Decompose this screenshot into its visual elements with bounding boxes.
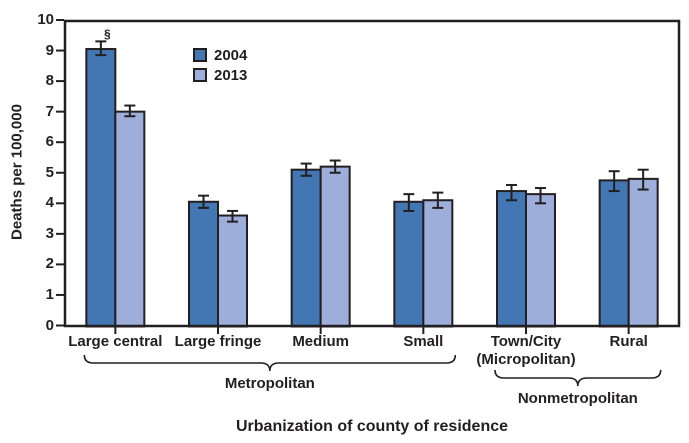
- bar-2004-category-3[interactable]: [393, 200, 425, 328]
- bar-2004-category-1[interactable]: [188, 200, 219, 328]
- category-label: Town/City (Micropolitan): [476, 333, 576, 368]
- legend-swatch-2004: [193, 48, 207, 62]
- legend: 2004 2013: [193, 45, 247, 85]
- category-label: Rural: [609, 333, 648, 350]
- footnote-marker: §: [104, 27, 111, 41]
- y-tick-label: 10: [37, 11, 54, 28]
- x-axis-title: Urbanization of county of residence: [235, 418, 509, 435]
- category-label: Large fringe: [174, 333, 262, 350]
- category-label: Small: [403, 333, 444, 350]
- y-tick-label: 3: [45, 224, 54, 242]
- plot-frame: [63, 19, 681, 328]
- bar-2013-category-5[interactable]: [627, 177, 659, 328]
- legend-item-2013: 2013: [193, 65, 247, 85]
- y-tick-label: 7: [45, 102, 54, 120]
- legend-swatch-2013: [193, 68, 207, 82]
- bar-2013-category-0[interactable]: [114, 110, 146, 328]
- y-tick-label: 1: [45, 285, 54, 303]
- group-label: Metropolitan: [224, 375, 315, 392]
- y-tick-label: 4: [45, 194, 54, 212]
- bar-2004-category-5[interactable]: [598, 179, 630, 328]
- y-tick-label: 8: [45, 72, 54, 90]
- y-tick-label: 2: [45, 255, 54, 273]
- legend-label-2004: 2004: [214, 46, 248, 64]
- group-label: Nonmetropolitan: [517, 390, 638, 407]
- bar-2013-category-4[interactable]: [525, 193, 556, 328]
- category-label: Medium: [292, 333, 349, 350]
- bar-2004-category-2[interactable]: [290, 168, 322, 328]
- y-tick-label: 9: [45, 41, 54, 59]
- bar-2013-category-3[interactable]: [422, 199, 454, 328]
- bar-2004-category-4[interactable]: [496, 190, 527, 328]
- legend-label-2013: 2013: [214, 66, 248, 84]
- bar-2013-category-1[interactable]: [217, 214, 248, 328]
- bar-2004-category-0[interactable]: [85, 48, 117, 328]
- bar-2013-category-2[interactable]: [319, 165, 351, 328]
- y-tick-label: 5: [45, 163, 54, 181]
- group-brace: [83, 354, 457, 372]
- legend-item-2004: 2004: [193, 45, 247, 65]
- y-tick-label: 0: [45, 316, 54, 334]
- y-tick-label: 6: [45, 133, 54, 151]
- category-label: Large central: [68, 333, 163, 350]
- group-brace: [494, 369, 662, 387]
